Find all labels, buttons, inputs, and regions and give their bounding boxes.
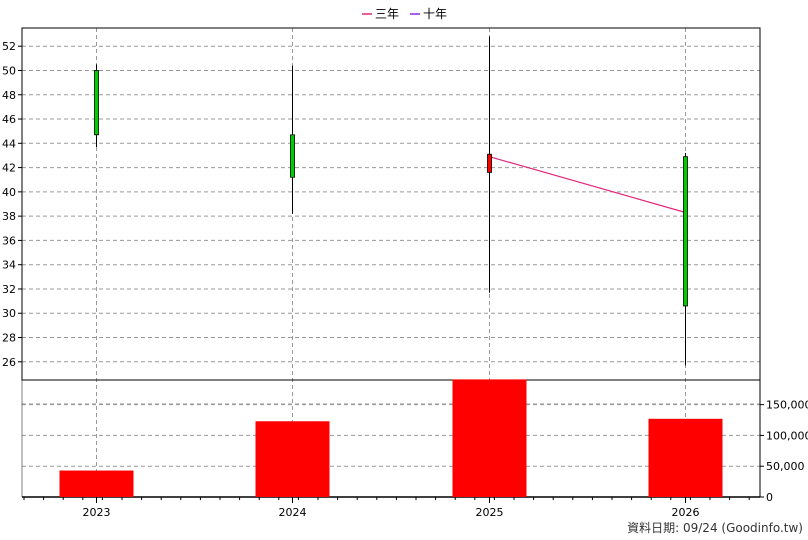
volume-bar (452, 379, 527, 497)
volume-tick-label: 150,000 (766, 399, 808, 412)
price-tick-label: 28 (2, 332, 16, 345)
candle-body (94, 70, 99, 136)
price-tick-label: 48 (2, 89, 16, 102)
ma-line (489, 156, 686, 214)
chart-legend: 三年 十年 (362, 7, 447, 21)
price-tick-label: 42 (2, 162, 16, 175)
price-tick-label: 44 (2, 137, 16, 150)
volume-bar (255, 421, 330, 497)
volume-tick-label: 100,000 (766, 429, 808, 442)
price-tick-label: 40 (2, 186, 16, 199)
candlesticks (94, 36, 688, 366)
volume-bars (59, 379, 723, 497)
axes: 26 28 30 32 34 36 38 40 42 44 46 48 50 52 0 50,000 100,0… (2, 40, 808, 519)
chart-frame (21, 27, 761, 498)
volume-tick-label: 0 (766, 491, 773, 504)
price-tick-label: 52 (2, 40, 16, 53)
candle-body (290, 134, 295, 178)
price-tick-label: 50 (2, 64, 16, 77)
candle-body (487, 153, 492, 173)
legend-label: 十年 (423, 7, 447, 21)
price-tick-label: 30 (2, 307, 16, 320)
x-tick-label: 2025 (476, 506, 504, 519)
moving-average-lines (489, 156, 686, 214)
candle-body (683, 156, 688, 307)
x-tick-label: 2026 (672, 506, 700, 519)
price-tick-label: 32 (2, 283, 16, 296)
price-pane-border (21, 27, 761, 381)
volume-tick-label: 50,000 (766, 460, 805, 473)
data-date-footer: 資料日期: 09/24 (Goodinfo.tw) (627, 521, 803, 535)
price-tick-label: 46 (2, 113, 16, 126)
volume-bar (59, 470, 134, 497)
x-tick-label: 2023 (83, 506, 111, 519)
x-tick-label: 2024 (279, 506, 307, 519)
legend-label: 三年 (375, 7, 399, 21)
grid-lines (22, 28, 760, 497)
price-tick-label: 26 (2, 356, 16, 369)
volume-bar (648, 418, 723, 497)
price-tick-label: 38 (2, 210, 16, 223)
price-tick-label: 36 (2, 234, 16, 247)
price-tick-label: 34 (2, 259, 16, 272)
